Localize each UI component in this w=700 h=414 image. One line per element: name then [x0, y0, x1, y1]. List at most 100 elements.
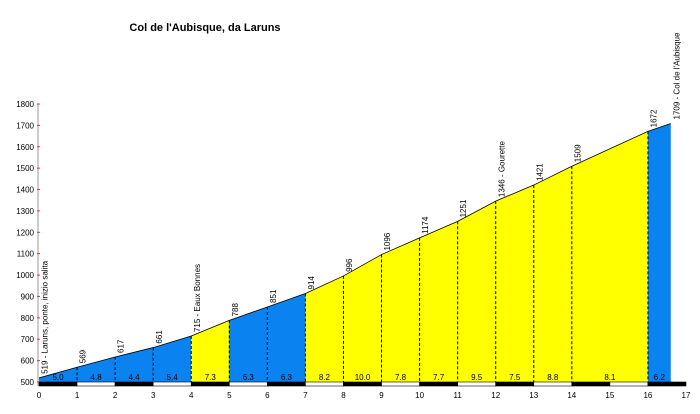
- y-tick-label: 1500: [16, 164, 34, 173]
- km-bar: [381, 381, 420, 387]
- point-labels: 519 - Laruns, ponte, inizio salita 569 617…: [41, 32, 682, 374]
- elevation-label: 519 - Laruns, ponte, inizio salita: [41, 260, 50, 374]
- y-axis: 500 600 700 800 900 1000 1100 1200 1300 1400 1500 1…: [16, 100, 40, 387]
- x-tick-label: 3: [151, 391, 156, 400]
- segment-fill: [419, 221, 458, 382]
- y-tick-label: 1200: [16, 228, 34, 237]
- x-tick-label: 14: [567, 391, 576, 400]
- km-bar: [457, 381, 497, 387]
- segment-fill: [191, 320, 230, 382]
- elevation-label: 1709 - Col de l'Aubisque: [672, 32, 681, 119]
- x-tick-label: 8: [341, 391, 346, 400]
- segment-fill: [305, 275, 344, 382]
- segments: 5.0 4.8 4.4 5.4 7.3 6.3 6.3 8.2 10.0 7.8 7.7 9.5 7.5…: [39, 123, 671, 383]
- km-bar: [228, 381, 268, 387]
- km-bar: [343, 381, 382, 387]
- elevation-label: 569: [79, 349, 88, 363]
- gradient-label: 6.3: [281, 373, 293, 382]
- y-tick-label: 1000: [16, 271, 34, 280]
- x-tick-label: 9: [379, 391, 384, 400]
- elevation-label: 788: [231, 303, 240, 317]
- x-tick-label: 10: [415, 391, 424, 400]
- gradient-label: 7.7: [433, 373, 445, 382]
- y-tick-label: 500: [21, 378, 35, 387]
- km-bar: [419, 381, 458, 387]
- y-tick-label: 1800: [16, 100, 34, 109]
- x-axis: 0 1 2 3 4 5 6 7 8 9 10 11 12 13 14 15 16 17: [37, 381, 691, 400]
- segment-fill: [571, 131, 648, 382]
- gradient-label: 8.8: [547, 373, 559, 382]
- km-bar: [495, 381, 535, 387]
- elevation-label: 851: [269, 289, 278, 303]
- gradient-label: 8.1: [604, 373, 616, 382]
- segment-fill: [115, 347, 154, 382]
- x-tick-label: 12: [491, 391, 500, 400]
- y-tick-label: 1400: [16, 186, 34, 195]
- segment-fill: [533, 166, 572, 382]
- elevation-label: 1509: [573, 144, 582, 162]
- x-tick-label: 0: [37, 391, 42, 400]
- y-tick-label: 900: [21, 292, 35, 301]
- elevation-label: 996: [345, 258, 354, 272]
- x-tick-label: 17: [682, 391, 691, 400]
- gradient-label: 10.0: [355, 373, 371, 382]
- segment-fill: [39, 367, 78, 382]
- segment-fill: [77, 356, 116, 382]
- km-bar: [152, 381, 192, 387]
- segment-fill: [457, 201, 496, 382]
- gradient-label: 7.5: [509, 373, 521, 382]
- x-tick-label: 16: [643, 391, 652, 400]
- x-tick-label: 15: [605, 391, 614, 400]
- km-bar: [647, 381, 687, 387]
- y-tick-label: 800: [21, 314, 35, 323]
- segment-fill: [229, 306, 268, 382]
- gradient-label: 4.4: [129, 373, 141, 382]
- elevation-label: 1672: [650, 109, 659, 127]
- km-bar: [571, 381, 611, 387]
- km-bar: [533, 381, 573, 387]
- km-bar: [76, 381, 116, 387]
- gradient-label: 5.4: [167, 373, 179, 382]
- km-bar: [114, 381, 154, 387]
- segment-fill: [495, 185, 534, 382]
- elevation-label: 661: [155, 330, 164, 344]
- km-bar: [609, 381, 649, 387]
- gradient-label: 9.5: [471, 373, 483, 382]
- gradient-label: 5.0: [52, 373, 64, 382]
- gradient-label: 7.8: [395, 373, 407, 382]
- elevation-label: 1346 - Gourette: [497, 141, 506, 198]
- elevation-label: 1251: [459, 199, 468, 217]
- x-tick-label: 13: [529, 391, 538, 400]
- x-tick-label: 1: [75, 391, 80, 400]
- km-bar: [267, 381, 306, 387]
- km-bar: [38, 381, 78, 387]
- y-tick-label: 1600: [16, 143, 34, 152]
- gradient-label: 6.3: [243, 373, 255, 382]
- segment-fill: [153, 336, 192, 382]
- elevation-label: 715 - Eaux Bonnes: [193, 264, 202, 332]
- gradient-label: 6.2: [654, 373, 666, 382]
- y-tick-label: 1100: [17, 250, 35, 259]
- y-tick-label: 600: [21, 357, 35, 366]
- gradient-label: 8.2: [319, 373, 331, 382]
- elevation-label: 1174: [421, 216, 430, 234]
- x-tick-label: 11: [453, 391, 462, 400]
- km-bar: [190, 381, 230, 387]
- elevation-label: 1421: [535, 163, 544, 181]
- x-tick-label: 2: [113, 391, 118, 400]
- elevation-label: 617: [117, 339, 126, 353]
- km-bar: [305, 381, 344, 387]
- x-tick-label: 6: [265, 391, 270, 400]
- x-tick-label: 4: [189, 391, 194, 400]
- x-tick-label: 5: [227, 391, 232, 400]
- x-tick-label: 7: [303, 391, 308, 400]
- segment-fill: [343, 254, 382, 382]
- gradient-label: 7.3: [205, 373, 217, 382]
- elevation-label: 914: [307, 276, 316, 290]
- y-tick-label: 700: [21, 335, 35, 344]
- profile-line: [38, 123, 671, 379]
- segment-fill: [267, 293, 306, 382]
- gradient-label: 4.8: [91, 373, 103, 382]
- y-tick-label: 1300: [16, 207, 34, 216]
